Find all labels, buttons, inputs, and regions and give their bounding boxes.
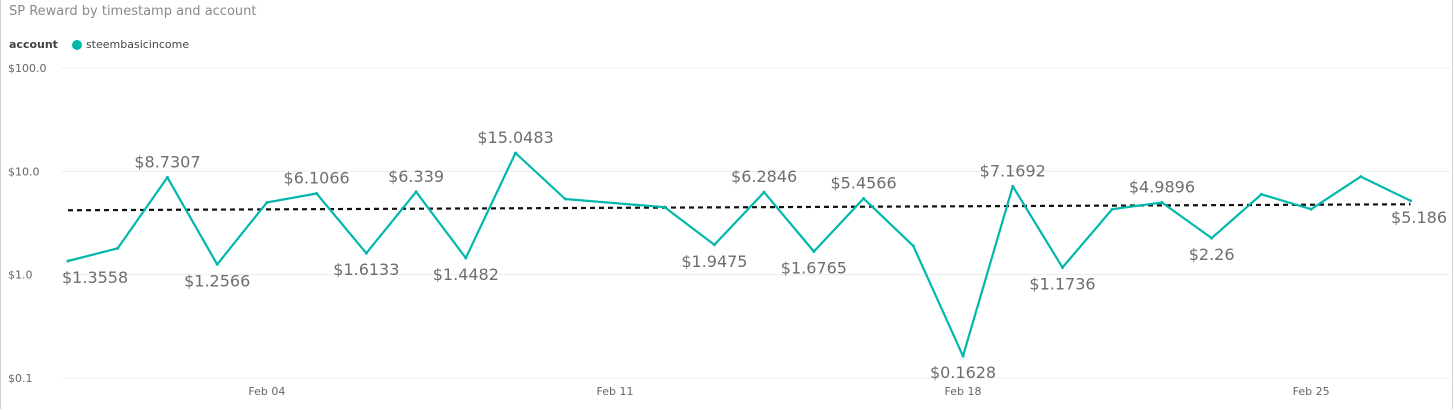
legend-marker <box>71 39 82 50</box>
x-tick-label: Feb 18 <box>945 385 982 398</box>
data-label: $7.1692 <box>980 161 1046 180</box>
data-point <box>1011 184 1015 188</box>
data-point <box>1110 207 1114 211</box>
data-point <box>961 354 965 358</box>
data-label: $6.2846 <box>731 167 797 186</box>
chart-title: SP Reward by timestamp and account <box>9 4 257 19</box>
data-label: $1.4482 <box>433 265 499 284</box>
legend[interactable]: account steembasicincome <box>9 38 189 51</box>
y-tick-label: $10.0 <box>8 165 40 178</box>
data-point <box>663 205 667 209</box>
data-point <box>215 262 219 266</box>
data-label: $1.6765 <box>781 258 847 277</box>
data-point <box>414 190 418 194</box>
data-label: $1.9475 <box>681 252 747 271</box>
legend-title: account <box>9 38 58 51</box>
x-tick-label: Feb 25 <box>1293 385 1330 398</box>
y-tick-label: $100.0 <box>8 62 47 75</box>
series-layer <box>66 151 1413 358</box>
data-point <box>862 197 866 201</box>
data-labels: $1.3558 $8.7307 $1.2566 $6.1066 $1.6133 $6.33… <box>62 128 1447 382</box>
trendline-layer <box>67 203 1411 212</box>
data-point <box>712 243 716 247</box>
data-label: $8.7307 <box>134 152 200 171</box>
data-point <box>1409 199 1413 203</box>
data-label: $5.186 <box>1391 208 1447 227</box>
trendline <box>67 203 1411 212</box>
data-point <box>1359 175 1363 179</box>
data-point <box>1060 265 1064 269</box>
data-point <box>514 151 518 155</box>
data-point <box>762 190 766 194</box>
data-label: $15.0483 <box>477 128 553 147</box>
legend-series-name[interactable]: steembasicincome <box>85 38 190 51</box>
data-point <box>364 251 368 255</box>
data-label: $1.1736 <box>1029 274 1095 293</box>
data-point <box>165 175 169 179</box>
data-label: $5.4566 <box>831 174 897 193</box>
data-label: $1.2566 <box>184 271 250 290</box>
data-point <box>265 200 269 204</box>
y-axis: $100.0 $10.0 $1.0 $0.1 <box>8 62 47 385</box>
data-label: $4.9896 <box>1129 178 1195 197</box>
data-label: $1.6133 <box>333 260 399 279</box>
data-point <box>911 244 915 248</box>
data-point <box>66 259 70 263</box>
x-axis: Feb 04 Feb 11 Feb 18 Feb 25 <box>248 385 1329 398</box>
data-label: $0.1628 <box>930 363 996 382</box>
data-point <box>1309 207 1313 211</box>
y-tick-label: $1.0 <box>8 269 33 282</box>
data-point <box>315 191 319 195</box>
data-label: $2.26 <box>1189 245 1235 264</box>
data-point <box>563 197 567 201</box>
data-point <box>812 249 816 253</box>
data-point <box>1259 192 1263 196</box>
data-point <box>116 246 120 250</box>
gridlines <box>62 67 1450 379</box>
data-point <box>1160 201 1164 205</box>
x-tick-label: Feb 11 <box>596 385 633 398</box>
x-tick-label: Feb 04 <box>248 385 285 398</box>
data-point <box>464 256 468 260</box>
y-tick-label: $0.1 <box>8 372 33 385</box>
data-point <box>1210 236 1214 240</box>
data-label: $6.339 <box>388 167 444 186</box>
data-label: $1.3558 <box>62 268 128 287</box>
data-label: $6.1066 <box>284 168 350 187</box>
